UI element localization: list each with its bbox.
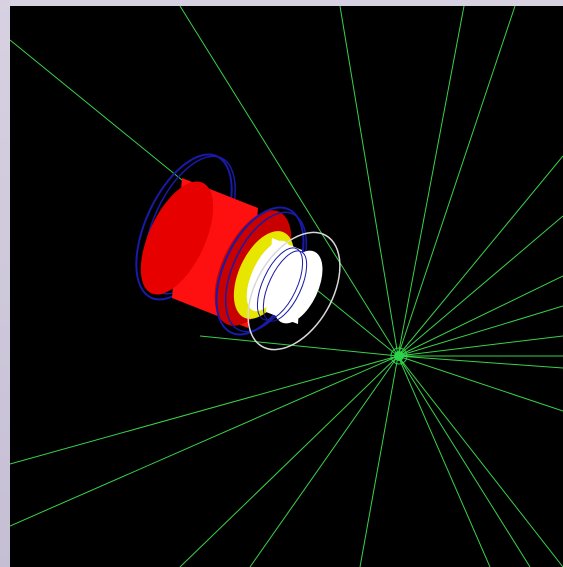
detector-geometry[interactable] [117,140,359,365]
vertex-halo [390,347,408,365]
track-line [397,355,563,567]
track-line [339,6,399,357]
track-line [397,155,563,357]
outer-calorimeter-back-cap [140,181,214,295]
track-line [397,355,531,567]
endcap-ring [247,231,341,351]
inner-detector-front [273,250,323,324]
track-line [397,305,563,357]
3d-event-viewport[interactable] [10,6,563,567]
track-line [10,355,399,465]
track-line [397,335,563,357]
track-line [397,6,465,357]
vertex-marker[interactable] [394,351,404,361]
track-line [179,6,399,357]
track-line [397,355,563,412]
track-line [179,355,399,567]
track-line [249,355,399,567]
inner-ring [256,247,304,321]
track-line [359,355,399,567]
track-line [199,335,399,357]
event-display-canvas[interactable] [10,6,563,567]
track-line [10,355,399,527]
track-line [397,355,563,369]
track-line [397,355,491,567]
particle-tracks [10,6,563,567]
track-line [397,215,563,357]
track-line [397,275,563,357]
interaction-vertex[interactable] [390,347,408,365]
inner-ring [262,250,308,322]
track-line [397,6,516,357]
inner-detector-back [246,240,292,312]
